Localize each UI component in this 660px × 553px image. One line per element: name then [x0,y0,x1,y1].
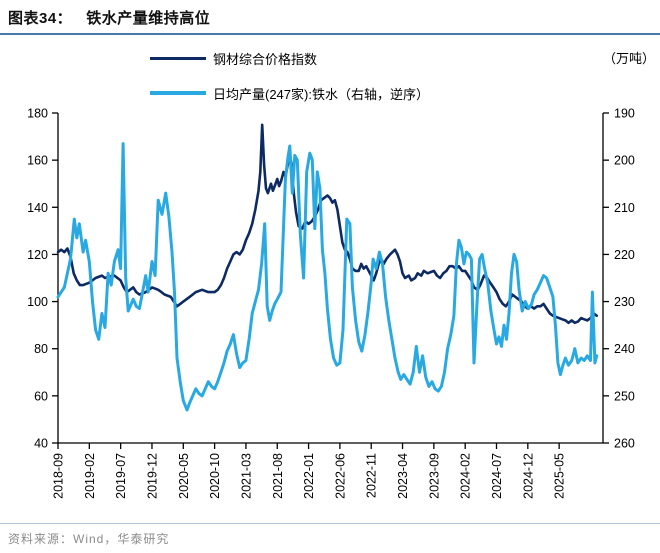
title-divider [0,33,660,35]
x-axis-tick-label: 2023-09 [427,453,441,499]
page-title: 铁水产量维持高位 [86,10,211,27]
x-axis-tick-label: 2024-02 [459,453,473,499]
x-axis-tick-label: 2018-09 [52,453,66,499]
y-axis-tick-label-right: 230 [614,295,635,309]
x-axis-tick-label: 2022-06 [333,453,347,499]
y-axis-tick-label-left: 180 [27,107,48,121]
x-axis-tick-label: 2022-01 [302,453,316,499]
y-axis-tick-label-left: 120 [27,248,48,262]
x-axis-tick-label: 2021-08 [271,453,285,499]
x-axis-tick-label: 2020-05 [177,453,191,499]
x-axis-tick-label: 2019-12 [145,453,159,499]
unit-label: （万吨） [602,51,655,66]
y-axis-tick-label-left: 60 [34,389,48,403]
x-axis-tick-label: 2019-07 [114,453,128,499]
y-axis-tick-label-right: 260 [614,437,635,451]
footer-divider [0,523,660,524]
source-note: 资料来源：Wind，华泰研究 [8,532,170,546]
legend-swatch-price-index [150,56,206,60]
y-axis-tick-label-right: 250 [614,389,635,403]
legend-label-price-index: 钢材综合价格指数 [213,51,318,67]
y-axis-tick-label-right: 210 [614,201,635,215]
legend-item-iron-output: 日均产量(247家):铁水（右轴，逆序） [150,85,429,102]
series-line-iron-output [56,142,599,412]
x-axis-tick-label: 2025-05 [553,453,567,499]
legend-label-iron-output: 日均产量(247家):铁水（右轴，逆序） [213,86,429,102]
y-axis-tick-label-left: 80 [34,342,48,356]
legend-swatch-iron-output [150,91,206,95]
y-axis-tick-label-right: 220 [614,248,635,262]
legend-item-price-index: 钢材综合价格指数 [150,50,318,67]
chart-number: 图表34： [8,10,73,27]
x-axis-tick-label: 2024-07 [490,453,504,499]
x-axis-tick-label: 2023-04 [396,453,410,499]
x-axis-tick-label: 2022-11 [365,453,379,498]
y-axis-tick-label-right: 190 [614,107,635,121]
x-axis-tick-label: 2019-02 [83,453,97,499]
chart-title-row: 图表34： 铁水产量维持高位 [8,7,652,28]
y-axis-tick-label-left: 140 [27,201,48,215]
x-axis-tick-label: 2020-10 [208,453,222,499]
series-line-price-index [56,123,599,325]
y-axis-tick-label-left: 160 [27,154,48,168]
y-axis-tick-label-left: 100 [27,295,48,309]
y-axis-tick-label-right: 240 [614,342,635,356]
x-axis-tick-label: 2024-12 [521,453,535,499]
y-axis-tick-label-right: 200 [614,154,635,168]
y-axis-tick-label-left: 40 [34,437,48,451]
x-axis-tick-label: 2021-03 [239,453,253,499]
